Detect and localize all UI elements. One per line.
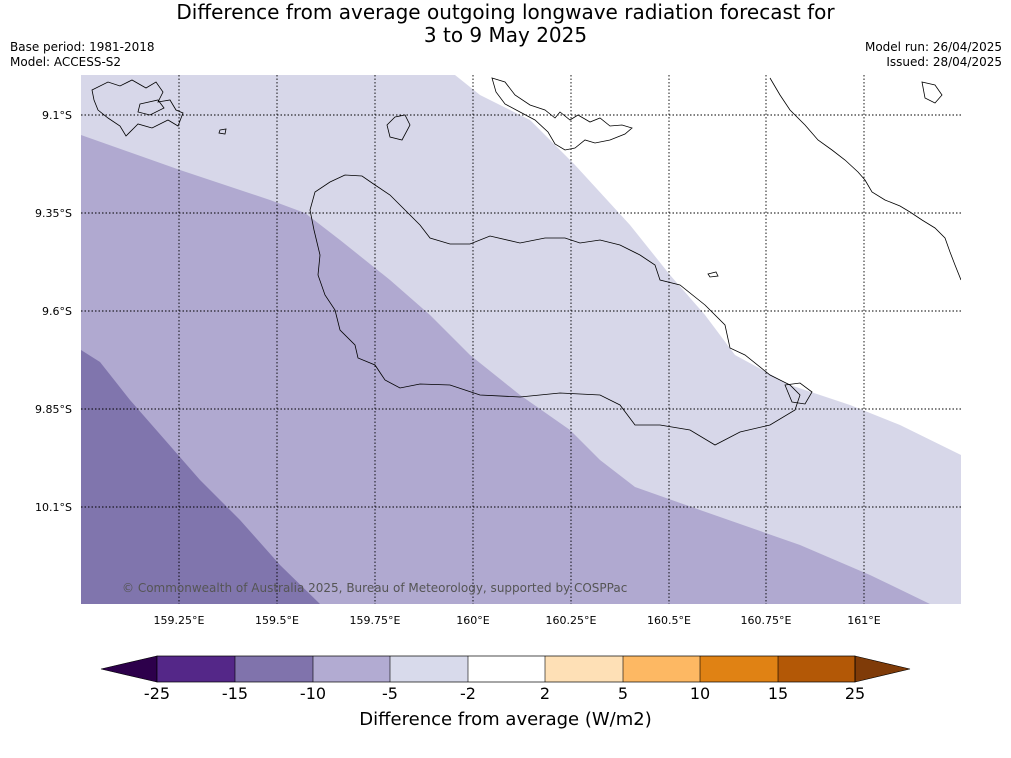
- colorbar-title: Difference from average (W/m2): [359, 709, 652, 730]
- islands-northeast-malaita: [769, 77, 961, 281]
- lat-label: 9.85°S: [35, 403, 72, 416]
- copyright-notice: © Commonwealth of Australia 2025, Bureau…: [122, 581, 627, 595]
- lon-label: 159.25°E: [154, 614, 205, 627]
- islands-northwest-coast: [91, 79, 184, 137]
- islet-2: [218, 128, 227, 135]
- lon-label: 161°E: [847, 614, 880, 627]
- island-small-central: [386, 114, 411, 141]
- lon-label: 160.5°E: [647, 614, 691, 627]
- colorbar: [100, 655, 911, 683]
- island-east-tip: [784, 382, 813, 405]
- lat-label: 9.1°S: [42, 109, 72, 122]
- colorbar-segment: [313, 656, 390, 682]
- issued-label: Issued: 28/04/2025: [886, 55, 1002, 69]
- coastlines: [91, 77, 961, 446]
- colorbar-tick: 10: [689, 684, 711, 703]
- islands-north-florida: [491, 77, 633, 151]
- colorbar-segment: [235, 656, 313, 682]
- lon-label: 160.25°E: [546, 614, 597, 627]
- band-minus15-minus10: [81, 350, 320, 604]
- lat-label: 9.35°S: [35, 207, 72, 220]
- colorbar-tick: 15: [767, 684, 789, 703]
- colorbar-tick: 5: [617, 684, 629, 703]
- lon-label: 159.75°E: [350, 614, 401, 627]
- base-period-label: Base period: 1981-2018: [10, 40, 155, 54]
- lat-label: 10.1°S: [35, 501, 72, 514]
- lon-label: 160.75°E: [741, 614, 792, 627]
- colorbar-segment: [778, 656, 855, 682]
- islands-northeast-2: [921, 81, 943, 104]
- islet-1: [707, 271, 719, 278]
- colorbar-segment: [700, 656, 778, 682]
- colorbar-extend-min: [100, 655, 158, 683]
- islands-northwest-2: [137, 99, 165, 116]
- model-run-label: Model run: 26/04/2025: [864, 40, 1002, 54]
- colorbar-tick: -25: [143, 684, 171, 703]
- map-area: [81, 75, 961, 604]
- colorbar-tick: 25: [844, 684, 866, 703]
- colorbar-segment: [157, 656, 235, 682]
- title-line-2: 3 to 9 May 2025: [423, 23, 588, 47]
- island-guadalcanal-coast: [309, 174, 801, 446]
- model-label: Model: ACCESS-S2: [10, 55, 122, 69]
- lat-label: 9.6°S: [42, 305, 72, 318]
- band-minus10-minus5: [81, 135, 930, 604]
- colorbar-tick: -15: [221, 684, 249, 703]
- colorbar-extend-max: [854, 655, 911, 683]
- colorbar-tick: -2: [460, 684, 476, 703]
- colorbar-tick: -5: [382, 684, 398, 703]
- colorbar-tick: -10: [299, 684, 327, 703]
- lon-label: 160°E: [456, 614, 489, 627]
- colorbar-segment: [545, 656, 623, 682]
- title-line-1: Difference from average outgoing longwav…: [176, 0, 835, 24]
- colorbar-tick: 2: [539, 684, 551, 703]
- colorbar-segment: [390, 656, 468, 682]
- gridlines: [81, 75, 961, 604]
- colorbar-segment: [468, 656, 545, 682]
- colorbar-segment: [623, 656, 700, 682]
- lon-label: 159.5°E: [255, 614, 299, 627]
